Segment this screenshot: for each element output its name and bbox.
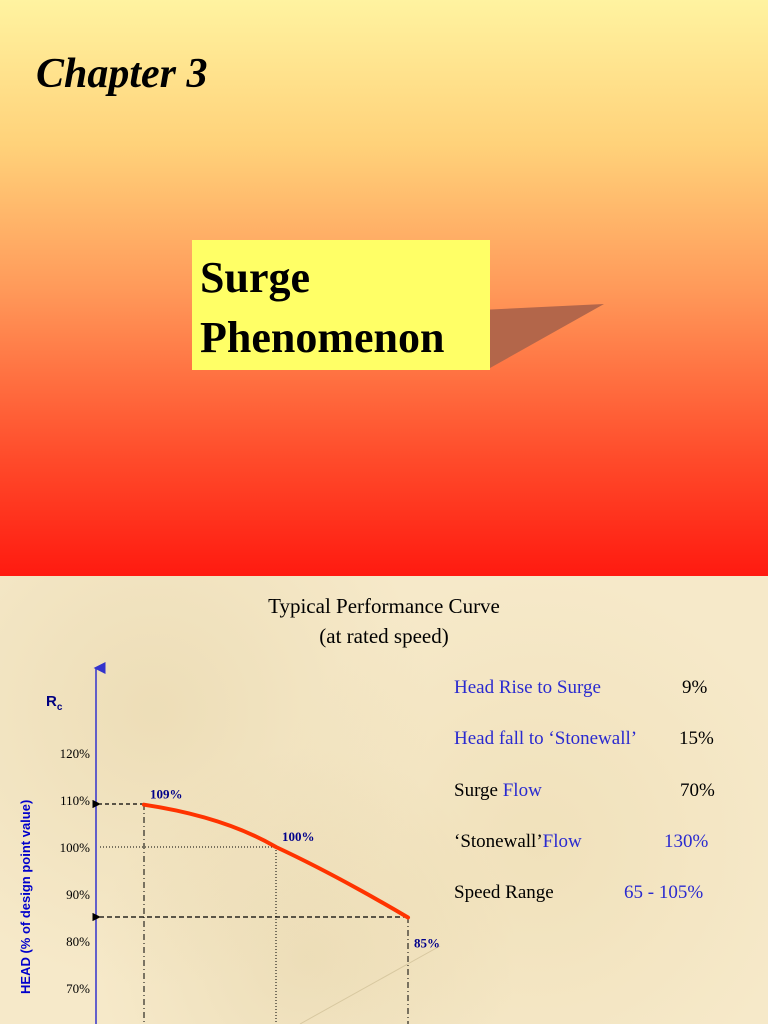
stat-speed-range-label: Speed Range: [454, 882, 554, 903]
title-shadow-shape: [480, 304, 604, 368]
stat-head-fall-value: 15%: [679, 728, 714, 749]
curve-point-label: 100%: [282, 829, 315, 844]
y-tick-labels: 120%110%100%90%80%70%60%: [60, 746, 91, 996]
stat-head-fall: Head fall to ‘Stonewall’ 15%: [454, 728, 754, 752]
title-line-2: Phenomenon: [200, 313, 445, 362]
y-tick-label: 90%: [66, 887, 90, 902]
stat-head-rise: Head Rise to Surge 9%: [454, 677, 754, 701]
performance-curve: [142, 802, 410, 920]
y-axis-symbol: Rc: [46, 693, 63, 713]
stat-stonewall-flow: ‘Stonewall’Flow 130%: [454, 831, 754, 855]
stat-head-rise-label: Head Rise to Surge: [454, 677, 601, 698]
stat-speed-range-value: 65 - 105%: [624, 882, 704, 903]
stat-surge-flow-label: Surge Flow: [454, 780, 542, 801]
y-tick-label: 100%: [60, 840, 91, 855]
stat-speed-range: Speed Range 65 - 105%: [454, 882, 754, 906]
title-line-1: Surge: [200, 253, 310, 302]
y-tick-label: 120%: [60, 746, 91, 761]
performance-curve-slide: Typical Performance Curve (at rated spee…: [0, 576, 768, 1024]
stat-surge-flow-value: 70%: [680, 780, 715, 801]
guide-lines: [92, 799, 441, 1024]
stat-head-rise-value: 9%: [682, 677, 708, 698]
curve-point-markers: 109% 100% 85%: [150, 787, 440, 951]
stat-stonewall-flow-value: 130%: [664, 831, 709, 852]
y-axis-title: HEAD (% of design point value): [18, 800, 33, 994]
stat-head-fall-label: Head fall to ‘Stonewall’: [454, 728, 638, 749]
chapter-heading: Chapter 3: [36, 51, 208, 97]
y-tick-label: 110%: [60, 793, 90, 808]
chart-subtitle: (at rated speed): [319, 624, 449, 648]
stat-surge-flow: Surge Flow 70%: [454, 780, 754, 804]
title-box: Surge Phenomenon: [192, 240, 490, 370]
curve-point-label: 85%: [414, 936, 440, 951]
chart-title: Typical Performance Curve: [268, 594, 500, 618]
title-slide: Chapter 3 Surge Phenomenon: [0, 0, 768, 576]
curve-point-label: 109%: [150, 787, 183, 802]
stat-stonewall-flow-label: ‘Stonewall’Flow: [454, 831, 582, 852]
y-tick-label: 80%: [66, 934, 90, 949]
performance-chart: Rc HEAD (% of design point value) 120% 11…: [18, 662, 441, 1024]
y-axis-symbol-subscript: c: [57, 702, 63, 713]
y-tick-label: 70%: [66, 981, 90, 996]
